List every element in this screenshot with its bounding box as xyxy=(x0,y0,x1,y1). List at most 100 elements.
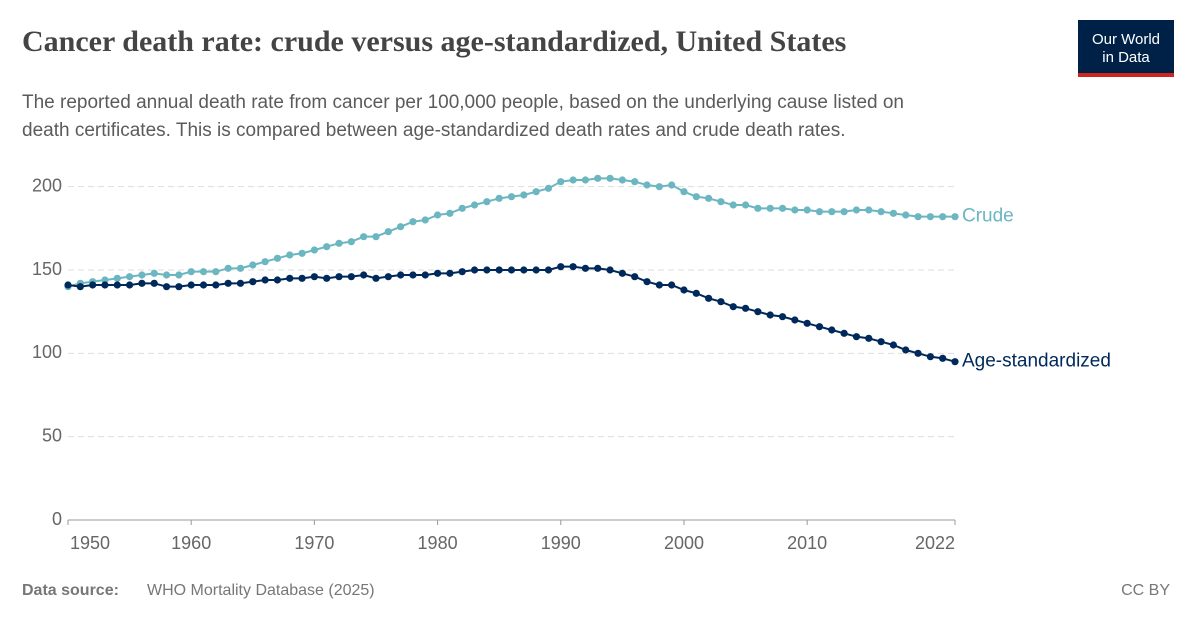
point xyxy=(754,204,762,212)
logo-bar xyxy=(1078,73,1174,77)
point xyxy=(199,281,208,289)
point xyxy=(680,188,688,196)
series-label: Crude xyxy=(962,206,1014,227)
point xyxy=(397,223,405,231)
point xyxy=(138,271,146,279)
point xyxy=(483,198,491,206)
point xyxy=(803,206,811,214)
point xyxy=(421,271,429,279)
point xyxy=(470,266,479,274)
point xyxy=(939,354,947,362)
point xyxy=(791,206,799,214)
point xyxy=(717,298,725,306)
point xyxy=(544,184,553,192)
point xyxy=(606,174,614,182)
y-tick-label: 150 xyxy=(32,259,62,279)
x-tick-label: 2010 xyxy=(787,533,827,553)
y-tick-label: 100 xyxy=(32,342,62,362)
point xyxy=(692,193,700,201)
point xyxy=(581,176,590,184)
source-label: Data source: xyxy=(22,582,119,599)
point xyxy=(951,358,959,366)
point xyxy=(261,276,269,284)
point xyxy=(852,206,861,214)
point xyxy=(581,264,590,272)
point xyxy=(520,191,528,199)
point xyxy=(372,274,380,282)
point xyxy=(125,281,134,289)
point xyxy=(224,264,232,272)
logo[interactable] xyxy=(1078,20,1174,77)
point xyxy=(347,238,355,246)
point xyxy=(335,273,343,281)
y-tick-label: 50 xyxy=(42,425,62,445)
point xyxy=(902,346,910,354)
x-tick-label: 1970 xyxy=(294,533,334,553)
point xyxy=(212,268,220,276)
point xyxy=(631,178,639,186)
point xyxy=(815,208,824,216)
point xyxy=(310,246,318,254)
point xyxy=(655,183,663,191)
point xyxy=(446,209,454,217)
license: CC BY xyxy=(1121,582,1170,599)
point xyxy=(815,323,824,331)
point xyxy=(470,201,479,209)
point xyxy=(249,261,257,269)
logo-text: in Data xyxy=(1102,49,1150,66)
point xyxy=(409,271,417,279)
line xyxy=(67,265,956,363)
point xyxy=(926,353,934,361)
point xyxy=(150,279,158,287)
point xyxy=(840,329,848,337)
point xyxy=(877,338,885,346)
point xyxy=(939,213,947,221)
point xyxy=(729,303,737,311)
point xyxy=(877,208,885,216)
x-tick-label: 1980 xyxy=(418,533,458,553)
point xyxy=(397,271,405,279)
point xyxy=(360,271,368,279)
point xyxy=(520,266,528,274)
point xyxy=(310,273,318,281)
point xyxy=(557,263,565,271)
point xyxy=(668,281,676,289)
point xyxy=(828,208,836,216)
point xyxy=(766,311,774,319)
point xyxy=(631,273,639,281)
series-label: Age-standardized xyxy=(962,351,1111,372)
point xyxy=(175,271,183,279)
point xyxy=(729,201,737,209)
point xyxy=(951,213,959,221)
point xyxy=(754,308,762,316)
y-tick-label: 200 xyxy=(32,175,62,195)
point xyxy=(495,194,503,202)
point xyxy=(889,341,898,349)
x-tick-label: 2022 xyxy=(915,533,955,553)
x-tick-label: 1960 xyxy=(171,533,211,553)
point xyxy=(655,281,663,289)
point xyxy=(187,281,195,289)
source: WHO Mortality Database (2025) xyxy=(147,582,375,599)
point xyxy=(384,228,392,236)
point xyxy=(507,266,516,274)
point xyxy=(286,274,294,282)
point xyxy=(840,208,848,216)
point xyxy=(865,206,873,214)
point xyxy=(360,233,368,241)
point xyxy=(101,281,109,289)
point xyxy=(323,243,331,251)
point xyxy=(89,281,97,289)
point xyxy=(791,316,799,324)
point xyxy=(76,283,84,291)
point xyxy=(618,176,626,184)
y-tick-label: 0 xyxy=(52,509,62,529)
point xyxy=(717,198,725,206)
point xyxy=(446,269,454,277)
subtitle: death certificates. This is compared bet… xyxy=(22,120,845,141)
point xyxy=(643,278,651,286)
point xyxy=(668,181,676,189)
point xyxy=(914,213,922,221)
point xyxy=(828,326,836,334)
